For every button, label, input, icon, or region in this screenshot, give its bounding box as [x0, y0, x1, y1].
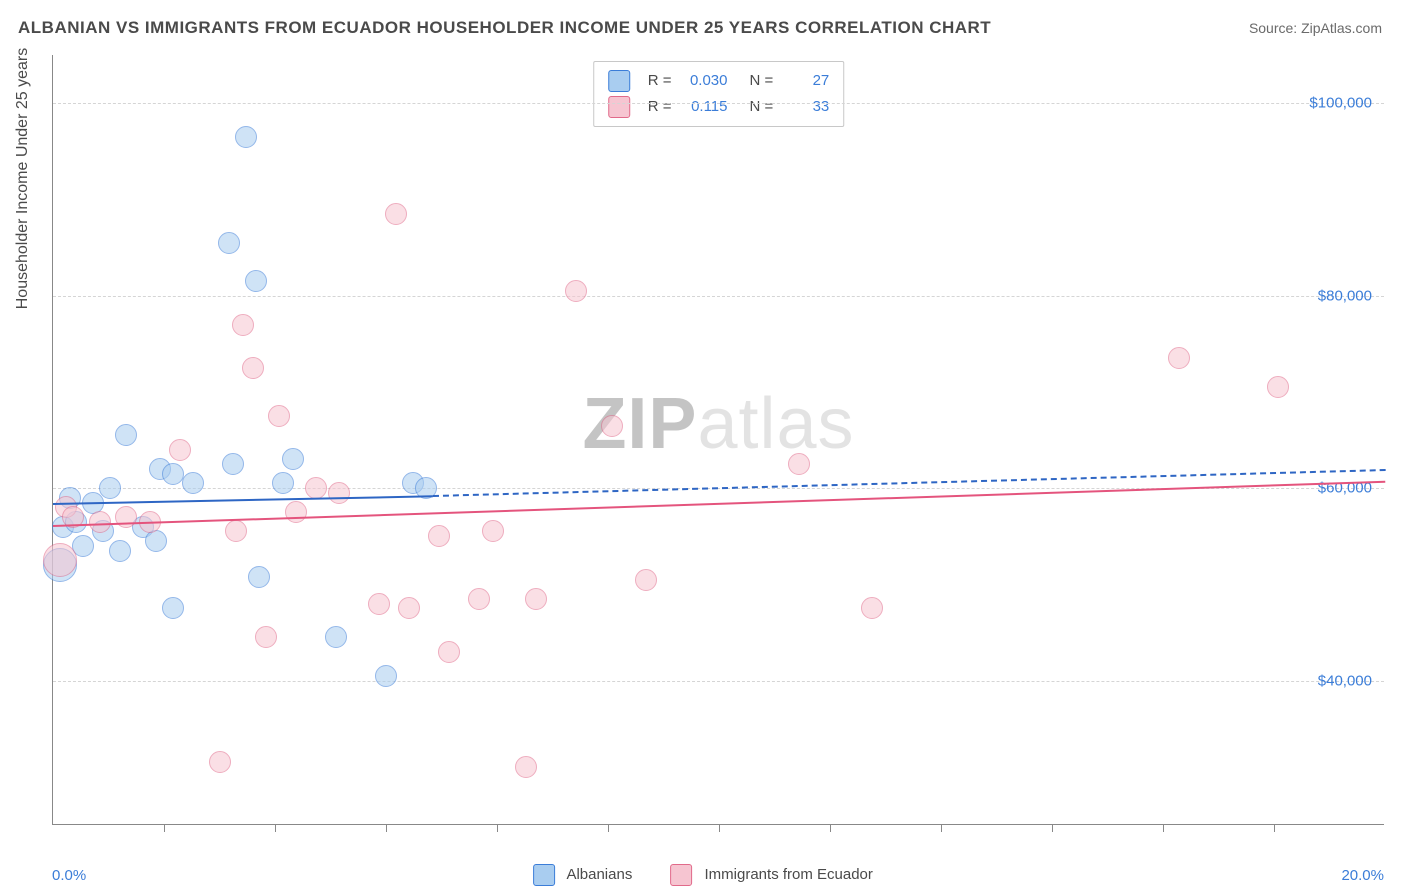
legend-item-albanians: Albanians [533, 864, 632, 886]
data-point-ecuador [788, 453, 810, 475]
x-tick [830, 824, 831, 832]
swatch-ecuador-icon [608, 96, 630, 118]
data-point-ecuador [1267, 376, 1289, 398]
data-point-ecuador [305, 477, 327, 499]
data-point-ecuador [1168, 347, 1190, 369]
data-point-ecuador [385, 203, 407, 225]
data-point-albanians [248, 566, 270, 588]
correlation-legend: R =0.030 N =27 R =0.115 N =33 [593, 61, 845, 127]
data-point-albanians [282, 448, 304, 470]
gridline [53, 681, 1384, 682]
legend-row-albanians: R =0.030 N =27 [608, 68, 830, 94]
series-legend: Albanians Immigrants from Ecuador [533, 864, 873, 886]
x-tick [719, 824, 720, 832]
data-point-ecuador [601, 415, 623, 437]
data-point-ecuador [328, 482, 350, 504]
data-point-albanians [222, 453, 244, 475]
data-point-ecuador [242, 357, 264, 379]
legend-row-ecuador: R =0.115 N =33 [608, 94, 830, 120]
data-point-albanians [182, 472, 204, 494]
data-point-albanians [162, 597, 184, 619]
data-point-albanians [272, 472, 294, 494]
data-point-ecuador [89, 511, 111, 533]
x-tick [386, 824, 387, 832]
data-point-albanians [145, 530, 167, 552]
trend-extrapolation [433, 469, 1385, 497]
gridline [53, 103, 1384, 104]
data-point-albanians [109, 540, 131, 562]
x-tick [1052, 824, 1053, 832]
data-point-ecuador [232, 314, 254, 336]
source-attribution: Source: ZipAtlas.com [1249, 20, 1382, 36]
x-tick [608, 824, 609, 832]
data-point-ecuador [268, 405, 290, 427]
data-point-albanians [235, 126, 257, 148]
data-point-ecuador [468, 588, 490, 610]
data-point-ecuador [525, 588, 547, 610]
data-point-ecuador [43, 543, 77, 577]
data-point-ecuador [255, 626, 277, 648]
data-point-ecuador [169, 439, 191, 461]
data-point-albanians [99, 477, 121, 499]
data-point-ecuador [428, 525, 450, 547]
data-point-ecuador [565, 280, 587, 302]
x-axis-min-label: 0.0% [52, 867, 86, 884]
data-point-ecuador [285, 501, 307, 523]
data-point-albanians [245, 270, 267, 292]
x-tick [1163, 824, 1164, 832]
x-tick [941, 824, 942, 832]
x-tick [164, 824, 165, 832]
gridline [53, 296, 1384, 297]
x-tick [1274, 824, 1275, 832]
x-tick [275, 824, 276, 832]
y-tick-label: $100,000 [1309, 95, 1372, 112]
data-point-ecuador [368, 593, 390, 615]
plot-area: ZIPatlas R =0.030 N =27 R =0.115 N =33 $… [52, 55, 1384, 825]
y-tick-label: $40,000 [1318, 672, 1372, 689]
data-point-ecuador [225, 520, 247, 542]
data-point-ecuador [398, 597, 420, 619]
x-axis-max-label: 20.0% [1341, 867, 1384, 884]
swatch-albanians-icon [533, 864, 555, 886]
data-point-albanians [325, 626, 347, 648]
legend-item-ecuador: Immigrants from Ecuador [670, 864, 873, 886]
swatch-albanians-icon [608, 70, 630, 92]
y-axis-label: Householder Income Under 25 years [14, 48, 32, 309]
data-point-ecuador [861, 597, 883, 619]
chart-title: ALBANIAN VS IMMIGRANTS FROM ECUADOR HOUS… [18, 18, 991, 38]
legend-label: Immigrants from Ecuador [705, 866, 873, 883]
data-point-ecuador [209, 751, 231, 773]
legend-label: Albanians [566, 866, 632, 883]
data-point-albanians [162, 463, 184, 485]
data-point-albanians [218, 232, 240, 254]
data-point-albanians [115, 424, 137, 446]
data-point-albanians [375, 665, 397, 687]
swatch-ecuador-icon [670, 864, 692, 886]
x-tick [497, 824, 498, 832]
y-tick-label: $80,000 [1318, 287, 1372, 304]
data-point-ecuador [438, 641, 460, 663]
data-point-ecuador [482, 520, 504, 542]
data-point-ecuador [515, 756, 537, 778]
data-point-ecuador [635, 569, 657, 591]
